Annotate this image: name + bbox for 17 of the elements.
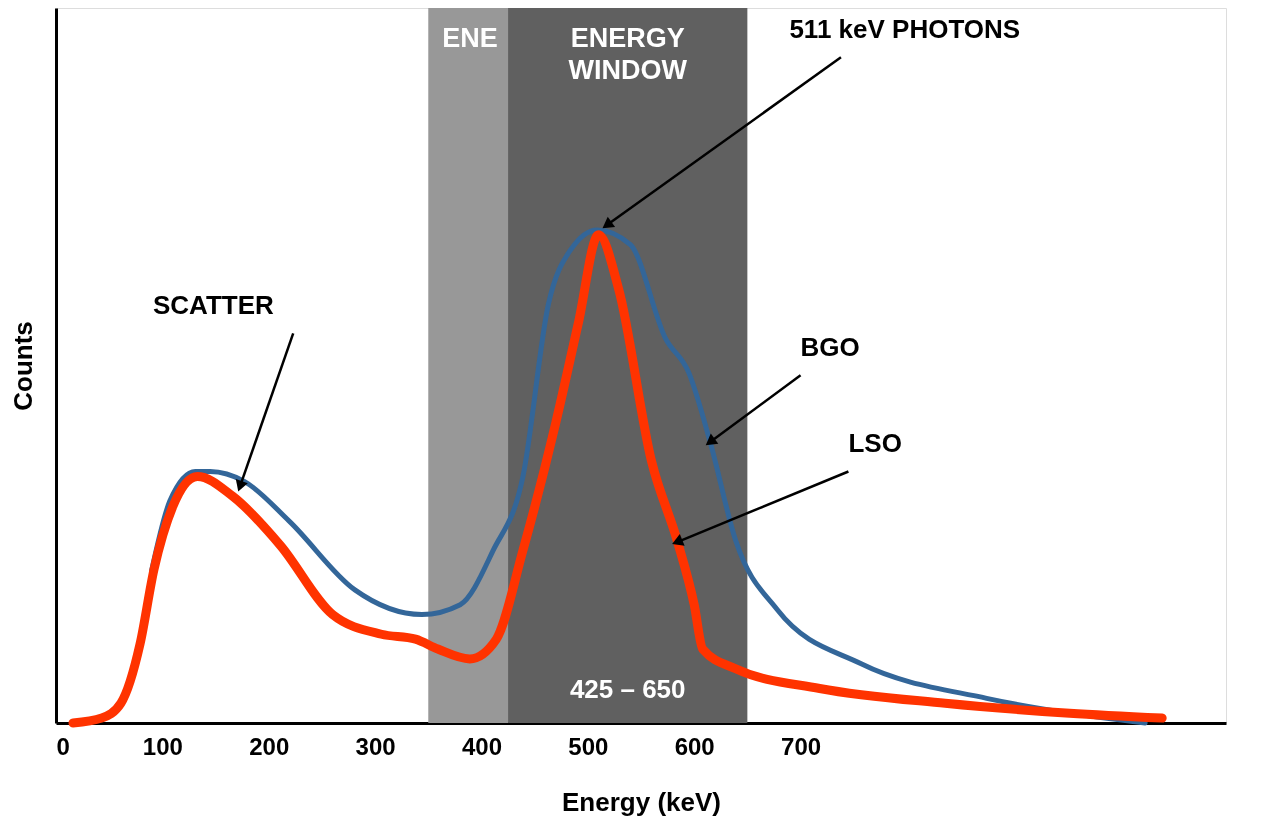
text: BGO [800,331,860,362]
x-tick-label: 300 [355,732,396,760]
text: LSO [848,427,902,458]
x-tick-label: 700 [781,732,822,760]
x-tick-label: 0 [56,732,70,760]
band-label: ENERGY WINDOW [568,23,688,85]
y-axis-title: Counts [7,321,38,411]
x-tick-label: 200 [249,732,290,760]
x-tick-label: 400 [461,732,502,760]
x-tick-label: 500 [568,732,609,760]
band-label: ENE [442,23,498,53]
annotation: SCATTER [152,289,275,320]
annotation: 425 – 650 [569,674,686,705]
x-tick-label: 600 [674,732,715,760]
annotation: 511 keV PHOTONS [789,13,1021,44]
x-tick-label: 100 [142,732,183,760]
x-axis-title: Energy (keV) [562,786,721,817]
